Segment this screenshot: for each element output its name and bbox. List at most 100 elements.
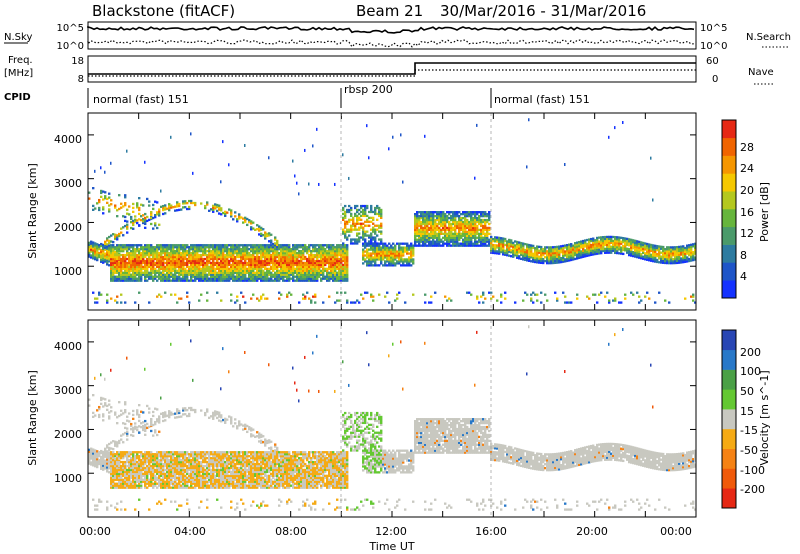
- power-cell: [454, 220, 457, 224]
- power-cell: [620, 246, 623, 249]
- power-cell: [504, 251, 507, 254]
- power-cell: [142, 218, 145, 221]
- power-cell: [472, 234, 475, 237]
- power-cell: [214, 251, 217, 255]
- power-cell: [294, 251, 297, 255]
- power-cell: [382, 242, 385, 245]
- power-cell: [226, 251, 229, 255]
- power-cell: [326, 259, 329, 263]
- power-cell: [488, 216, 491, 220]
- power-cell: [186, 263, 189, 267]
- velocity-cell: [110, 472, 113, 476]
- power-cell: [324, 249, 327, 253]
- power-cell: [176, 263, 179, 267]
- power-cell: [342, 279, 345, 282]
- power-cell: [466, 238, 469, 241]
- power-cell: [192, 267, 195, 271]
- power-cell: [310, 263, 313, 267]
- power-cell: [178, 277, 181, 280]
- power-cell: [336, 257, 339, 261]
- power-cell: [262, 228, 265, 231]
- power-cell: [386, 252, 389, 255]
- power-cell: [378, 224, 381, 227]
- power-cell: [220, 267, 223, 271]
- power-cell: [398, 244, 401, 247]
- power-cell: [150, 253, 153, 257]
- power-cell: [190, 255, 193, 259]
- power-cell: [642, 241, 645, 245]
- power-cell: [300, 246, 303, 249]
- power-cell: [240, 255, 243, 259]
- velocity-cell: [104, 402, 107, 405]
- power-cell: [118, 277, 121, 280]
- power-colorbar-tick: 12: [740, 227, 754, 240]
- power-cell: [272, 261, 275, 265]
- power-cell: [660, 257, 663, 260]
- power-cell: [312, 263, 315, 267]
- power-cell: [456, 211, 459, 214]
- power-cell: [430, 214, 433, 218]
- power-cell: [252, 253, 255, 257]
- power-cell: [488, 242, 491, 245]
- power-cell: [316, 269, 319, 272]
- power-cell: [212, 251, 215, 255]
- power-cell: [354, 238, 357, 241]
- power-cell: [464, 216, 467, 220]
- power-cell: [568, 257, 571, 260]
- power-cell: [124, 265, 127, 269]
- power-cell: [264, 275, 267, 278]
- power-cell: [158, 263, 161, 267]
- power-cell: [458, 226, 461, 230]
- power-cell: [256, 261, 259, 265]
- power-cell: [164, 255, 167, 259]
- power-cell: [666, 252, 669, 255]
- power-cell: [476, 218, 479, 222]
- power-cell: [140, 248, 143, 251]
- power-cell: [370, 258, 373, 261]
- power-cell: [192, 248, 195, 251]
- power-cell: [318, 259, 321, 263]
- power-cell: [446, 211, 449, 214]
- power-cell: [136, 202, 139, 205]
- power-cell: [386, 246, 389, 249]
- power-cell: [234, 269, 237, 272]
- power-cell: [140, 275, 143, 278]
- power-cell: [668, 248, 671, 251]
- power-cell: [140, 269, 143, 272]
- power-cell: [424, 293, 427, 296]
- power-cell: [212, 206, 215, 209]
- power-cell: [622, 244, 625, 248]
- velocity-cell: [88, 454, 91, 457]
- power-cell: [278, 255, 281, 259]
- power-cell: [114, 275, 117, 278]
- power-cell: [146, 267, 149, 271]
- power-cell: [310, 273, 313, 276]
- power-cell: [198, 299, 201, 302]
- power-cell: [154, 261, 157, 265]
- power-cell: [582, 241, 585, 245]
- power-cell: [250, 263, 253, 267]
- power-cell: [594, 243, 597, 246]
- power-cell: [152, 253, 155, 257]
- velocity-cell: [96, 504, 99, 507]
- power-cell: [550, 252, 553, 255]
- power-cell: [660, 247, 663, 250]
- power-cell: [154, 224, 157, 227]
- power-cell: [378, 206, 381, 210]
- power-cell: [158, 259, 161, 263]
- power-cell: [242, 257, 245, 261]
- power-cell: [180, 297, 183, 300]
- power-cell: [302, 265, 305, 269]
- power-cell: [536, 299, 539, 302]
- power-cell: [554, 257, 557, 261]
- power-cell: [420, 240, 423, 243]
- power-cell: [244, 220, 247, 223]
- power-cell: [152, 263, 155, 267]
- power-cell: [374, 242, 377, 245]
- power-cell: [450, 226, 453, 230]
- power-cell: [428, 234, 431, 237]
- power-cell: [278, 253, 281, 257]
- power-cell: [142, 261, 145, 265]
- power-cell: [606, 243, 609, 246]
- power-cell: [220, 253, 223, 257]
